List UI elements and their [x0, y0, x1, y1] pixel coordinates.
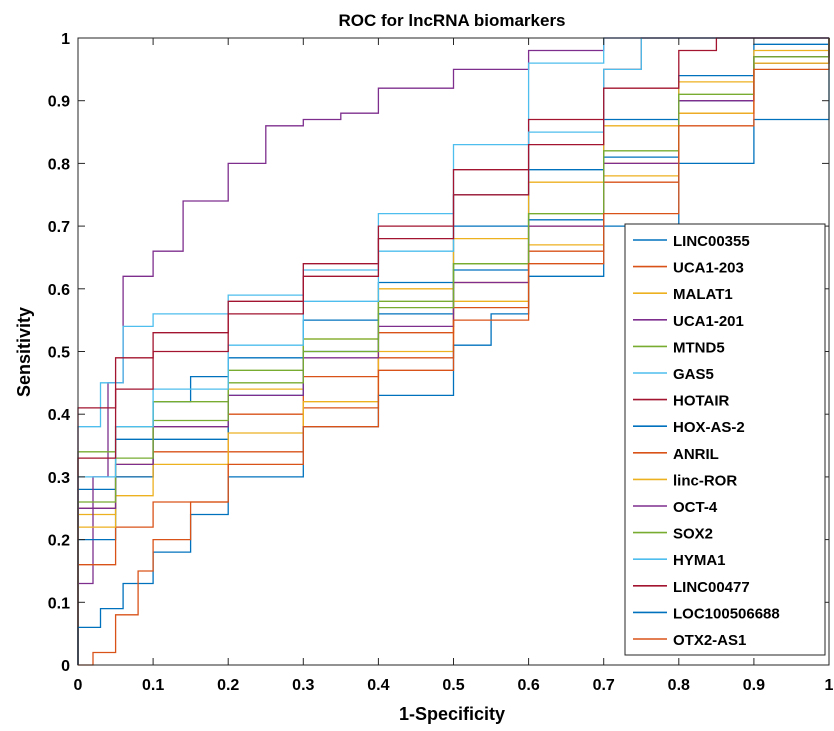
y-tick-label: 0.4 [48, 407, 70, 424]
legend-label: LINC00477 [673, 579, 750, 596]
chart-title: ROC for lncRNA biomarkers [338, 11, 565, 30]
x-tick-label: 1 [825, 677, 834, 694]
roc-curve-11 [77, 38, 830, 665]
x-tick-label: 0.3 [292, 677, 314, 694]
x-axis-label: 1-Specificity [399, 704, 505, 724]
roc-curve-4 [77, 37, 829, 665]
roc-curve-16 [78, 38, 830, 666]
x-tick-label: 0 [74, 677, 83, 694]
y-tick-label: 0.3 [48, 470, 70, 487]
x-tick-label: 0.2 [217, 677, 239, 694]
legend-label: UCA1-201 [673, 313, 744, 330]
x-tick-label: 0.4 [367, 677, 389, 694]
legend-label: LOC100506688 [673, 605, 780, 622]
y-tick-label: 0.6 [48, 282, 70, 299]
y-tick-label: 0 [61, 658, 70, 675]
legend-label: HOX-AS-2 [673, 419, 745, 436]
y-tick-label: 0.5 [48, 345, 70, 362]
x-tick-label: 0.6 [517, 677, 539, 694]
legend-label: SOX2 [673, 526, 713, 543]
legend-label: ANRIL [673, 446, 719, 463]
y-tick-label: 0.1 [48, 595, 70, 612]
legend: LINC00355 UCA1-203 MALAT1 UCA1-201 MTND5 GAS5… [624, 223, 826, 656]
legend-label: MTND5 [673, 339, 725, 356]
legend-label: UCA1-203 [673, 260, 744, 277]
legend-label: LINC00355 [673, 233, 750, 250]
legend-label: OTX2-AS1 [673, 632, 746, 649]
roc-curve-14 [77, 37, 829, 665]
y-tick-label: 0.7 [48, 219, 70, 236]
legend-label: GAS5 [673, 366, 714, 383]
roc-curve-12 [77, 38, 830, 665]
y-tick-label: 0.2 [48, 533, 70, 550]
legend-box [624, 223, 826, 656]
x-tick-label: 0.5 [442, 677, 464, 694]
x-tick-label: 0.9 [743, 677, 765, 694]
legend-label: OCT-4 [673, 499, 718, 516]
legend-label: linc-ROR [673, 472, 737, 489]
y-tick-label: 0.8 [48, 156, 70, 173]
roc-curve-10 [77, 38, 830, 665]
y-tick-label: 1 [61, 31, 70, 48]
axes: 00 0.1 0.1 0.2 0.2 0.3 0.3 0.4 0.4 0.5 0.5 0.6 0.6 0.… [48, 31, 834, 694]
x-tick-label: 0.7 [593, 677, 615, 694]
x-tick-label: 0.1 [142, 677, 164, 694]
legend-label: HYMA1 [673, 552, 726, 569]
legend-label: HOTAIR [673, 393, 730, 410]
y-tick-label: 0.9 [48, 94, 70, 111]
legend-label: MALAT1 [673, 286, 733, 303]
y-axis-label: Sensitivity [14, 307, 34, 397]
plot-area [77, 37, 830, 666]
x-tick-label: 0.8 [668, 677, 690, 694]
